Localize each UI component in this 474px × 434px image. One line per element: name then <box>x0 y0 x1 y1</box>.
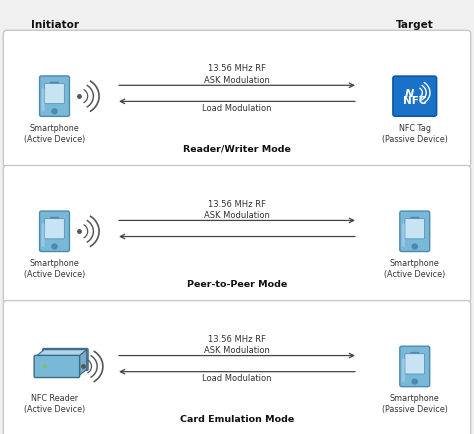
FancyBboxPatch shape <box>42 224 45 247</box>
Text: NFC Tag
(Passive Device): NFC Tag (Passive Device) <box>382 124 447 143</box>
FancyBboxPatch shape <box>3 31 471 168</box>
Text: 13.56 MHz RF
ASK Modulation: 13.56 MHz RF ASK Modulation <box>204 334 270 354</box>
FancyBboxPatch shape <box>3 166 471 302</box>
Polygon shape <box>78 350 87 376</box>
Text: NFC: NFC <box>403 96 427 106</box>
Polygon shape <box>36 350 87 357</box>
Circle shape <box>412 379 417 384</box>
Circle shape <box>52 244 57 249</box>
Text: Smartphone
(Active Device): Smartphone (Active Device) <box>384 259 446 278</box>
Text: Reader/Writer Mode: Reader/Writer Mode <box>183 144 291 153</box>
FancyBboxPatch shape <box>402 359 405 382</box>
Text: 13.56 MHz RF
ASK Modulation: 13.56 MHz RF ASK Modulation <box>204 199 270 219</box>
FancyBboxPatch shape <box>39 212 69 252</box>
Circle shape <box>412 244 417 249</box>
FancyBboxPatch shape <box>410 217 419 219</box>
FancyBboxPatch shape <box>50 217 59 219</box>
FancyBboxPatch shape <box>39 77 69 117</box>
FancyBboxPatch shape <box>42 89 45 112</box>
FancyBboxPatch shape <box>50 82 59 84</box>
Text: Smartphone
(Passive Device): Smartphone (Passive Device) <box>382 394 447 413</box>
FancyBboxPatch shape <box>410 352 419 354</box>
Text: Card Emulation Mode: Card Emulation Mode <box>180 414 294 423</box>
FancyBboxPatch shape <box>405 354 425 374</box>
Text: Smartphone
(Active Device): Smartphone (Active Device) <box>24 124 85 143</box>
FancyBboxPatch shape <box>393 77 437 117</box>
Text: Smartphone
(Active Device): Smartphone (Active Device) <box>24 259 85 278</box>
FancyBboxPatch shape <box>34 355 80 378</box>
Text: 13.56 MHz RF
ASK Modulation: 13.56 MHz RF ASK Modulation <box>204 64 270 84</box>
FancyBboxPatch shape <box>3 301 471 434</box>
Text: Target: Target <box>396 20 434 30</box>
FancyBboxPatch shape <box>402 224 405 247</box>
Text: NFC Reader
(Active Device): NFC Reader (Active Device) <box>24 394 85 413</box>
Text: Load Modulation: Load Modulation <box>202 374 272 382</box>
FancyBboxPatch shape <box>405 219 425 239</box>
Text: N: N <box>404 89 413 99</box>
FancyBboxPatch shape <box>45 84 64 105</box>
FancyBboxPatch shape <box>45 219 64 239</box>
FancyBboxPatch shape <box>43 349 88 371</box>
FancyBboxPatch shape <box>400 212 429 252</box>
Text: Initiator: Initiator <box>30 20 79 30</box>
Text: Load Modulation: Load Modulation <box>202 104 272 113</box>
FancyBboxPatch shape <box>400 346 429 387</box>
Circle shape <box>52 110 57 115</box>
Text: Peer-to-Peer Mode: Peer-to-Peer Mode <box>187 279 287 288</box>
